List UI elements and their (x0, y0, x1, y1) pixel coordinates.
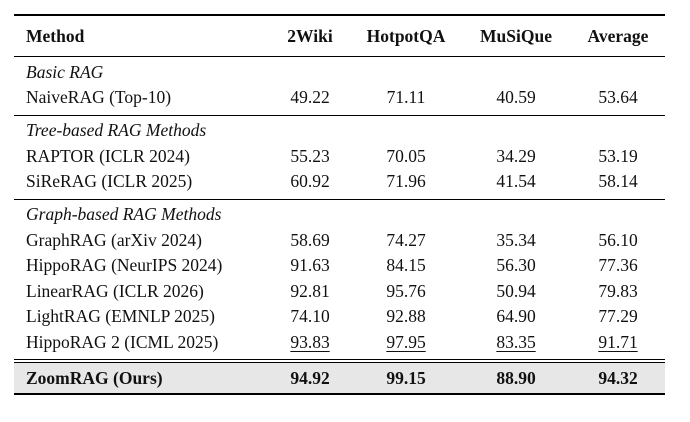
value-cell: 91.63 (290, 255, 330, 276)
value-cell: 74.27 (386, 229, 426, 250)
table-row: HippoRAG 2 (ICML 2025) 93.83 97.95 83.35… (14, 330, 665, 356)
table-row: RAPTOR (ICLR 2024) 55.23 70.05 34.29 53.… (14, 144, 665, 170)
table-row: LinearRAG (ICLR 2026) 92.81 95.76 50.94 … (14, 279, 665, 305)
value-cell: 53.19 (598, 145, 638, 166)
ours-row: ZoomRAG (Ours) 94.92 99.15 88.90 94.32 (14, 363, 665, 393)
value-cell: 95.76 (386, 280, 426, 301)
value-cell: 74.10 (290, 306, 330, 327)
method-cell: SiReRAG (ICLR 2025) (26, 171, 193, 192)
second-best-value: 91.71 (598, 331, 638, 352)
method-cell: HippoRAG 2 (ICML 2025) (26, 331, 219, 352)
pre-ours-rule (14, 359, 665, 360)
header-row: Method 2Wiki HotpotQA MuSiQue Average (14, 16, 665, 56)
header-average: Average (587, 25, 649, 46)
value-cell: 60.92 (290, 171, 330, 192)
value-cell: 56.10 (598, 229, 638, 250)
second-best-value: 83.35 (496, 331, 536, 352)
value-cell: 50.94 (496, 280, 536, 301)
value-cell: 93.83 (269, 332, 351, 353)
table-row: HippoRAG (NeurIPS 2024) 91.63 84.15 56.3… (14, 253, 665, 279)
header-method: Method (26, 25, 85, 46)
method-cell: ZoomRAG (Ours) (26, 367, 163, 388)
results-table: Method 2Wiki HotpotQA MuSiQue Average Ba… (14, 14, 665, 395)
top-rule (14, 14, 665, 16)
group-rule (14, 198, 665, 200)
value-cell: 71.11 (386, 87, 426, 108)
header-musique: MuSiQue (480, 25, 552, 46)
group-title: Basic RAG (26, 61, 104, 82)
group-title: Graph-based RAG Methods (26, 204, 222, 224)
value-cell: 83.35 (461, 332, 571, 353)
group-rule (14, 114, 665, 116)
header-rule (14, 56, 665, 57)
pre-ours-rule-double (14, 362, 665, 363)
second-best-value: 93.83 (290, 331, 330, 352)
value-cell: 92.88 (386, 306, 426, 327)
table-row: SiReRAG (ICLR 2025) 60.92 71.96 41.54 58… (14, 169, 665, 195)
method-cell: GraphRAG (arXiv 2024) (26, 229, 202, 250)
bottom-rule (14, 393, 665, 395)
value-cell: 70.05 (386, 145, 426, 166)
best-value: 88.90 (496, 367, 536, 388)
best-value: 94.92 (290, 367, 330, 388)
table-row: GraphRAG (arXiv 2024) 58.69 74.27 35.34 … (14, 228, 665, 254)
value-cell: 58.69 (290, 229, 330, 250)
header-2wiki: 2Wiki (287, 25, 333, 46)
second-best-value: 97.95 (386, 331, 426, 352)
value-cell: 79.83 (598, 280, 638, 301)
best-value: 94.32 (598, 367, 638, 388)
method-cell: HippoRAG (NeurIPS 2024) (26, 255, 223, 276)
method-cell: NaiveRAG (Top-10) (26, 87, 172, 108)
value-cell: 64.90 (496, 306, 536, 327)
value-cell: 92.81 (290, 280, 330, 301)
value-cell: 97.95 (351, 332, 461, 353)
best-value: 99.15 (386, 367, 426, 388)
value-cell: 77.29 (598, 306, 638, 327)
value-cell: 34.29 (496, 145, 536, 166)
table-row: LightRAG (EMNLP 2025) 74.10 92.88 64.90 … (14, 304, 665, 330)
value-cell: 53.64 (598, 87, 638, 108)
value-cell: 49.22 (290, 87, 330, 108)
value-cell: 35.34 (496, 229, 536, 250)
value-cell: 55.23 (290, 145, 330, 166)
group-title: Tree-based RAG Methods (26, 120, 207, 140)
value-cell: 77.36 (598, 255, 638, 276)
table-row: NaiveRAG (Top-10) 49.22 71.11 40.59 53.6… (14, 85, 665, 111)
value-cell: 58.14 (598, 171, 638, 192)
method-cell: LightRAG (EMNLP 2025) (26, 306, 215, 327)
value-cell: 91.71 (571, 332, 665, 353)
value-cell: 56.30 (496, 255, 536, 276)
value-cell: 71.96 (386, 171, 426, 192)
method-cell: RAPTOR (ICLR 2024) (26, 145, 190, 166)
value-cell: 84.15 (386, 255, 426, 276)
method-cell: LinearRAG (ICLR 2026) (26, 280, 204, 301)
value-cell: 41.54 (496, 171, 536, 192)
header-hotpotqa: HotpotQA (366, 25, 446, 46)
value-cell: 40.59 (496, 87, 536, 108)
